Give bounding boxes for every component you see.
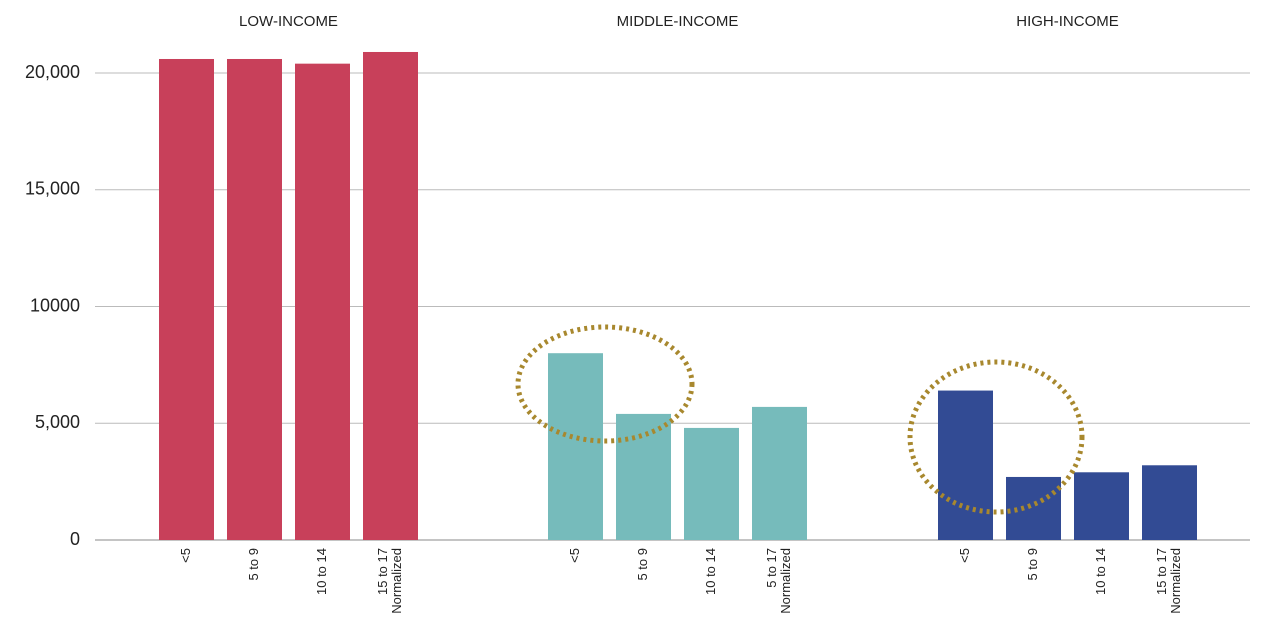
y-tick-label: 20,000	[25, 62, 80, 82]
highlight-ellipse	[515, 324, 695, 444]
bar	[684, 427, 739, 540]
plot-area: 0 5,000 10000 15,000 20,000 LOW-INCOME <5 5 to …	[25, 13, 1250, 614]
x-tick-label: 15 to 17	[1154, 548, 1169, 595]
x-tick-label: <5	[567, 548, 582, 563]
bar	[752, 406, 807, 540]
bar	[1074, 472, 1129, 540]
bar	[938, 390, 993, 540]
bar	[548, 353, 603, 540]
x-tick-label: Normalized	[778, 548, 793, 614]
bar	[616, 413, 671, 540]
group-title: MIDDLE-INCOME	[617, 13, 739, 30]
x-tick-label: 5 to 9	[246, 548, 261, 581]
bar	[227, 58, 282, 541]
x-tick-label: Normalized	[389, 548, 404, 614]
bar	[363, 51, 418, 541]
x-tick-label: 5 to 17	[764, 548, 779, 588]
group-title: LOW-INCOME	[239, 13, 338, 30]
x-tick-label: <5	[957, 548, 972, 563]
y-tick-label: 15,000	[25, 179, 80, 199]
highlight-ellipse	[907, 359, 1085, 515]
x-tick-label: <5	[178, 548, 193, 563]
x-tick-label: 10 to 14	[703, 548, 718, 595]
x-tick-label: Normalized	[1168, 548, 1183, 614]
x-tick-label: 10 to 14	[1093, 548, 1108, 595]
bar	[159, 58, 214, 541]
bar	[1142, 465, 1197, 540]
x-tick-label: 15 to 17	[375, 548, 390, 595]
x-tick-label: 10 to 14	[314, 548, 329, 595]
x-tick-label: 5 to 9	[1025, 548, 1040, 581]
y-tick-label: 5,000	[35, 412, 80, 432]
y-tick-label: 0	[70, 529, 80, 549]
y-tick-label: 10000	[30, 295, 80, 315]
bar	[295, 63, 350, 540]
group-title: HIGH-INCOME	[1016, 13, 1119, 30]
x-tick-label: 5 to 9	[635, 548, 650, 581]
